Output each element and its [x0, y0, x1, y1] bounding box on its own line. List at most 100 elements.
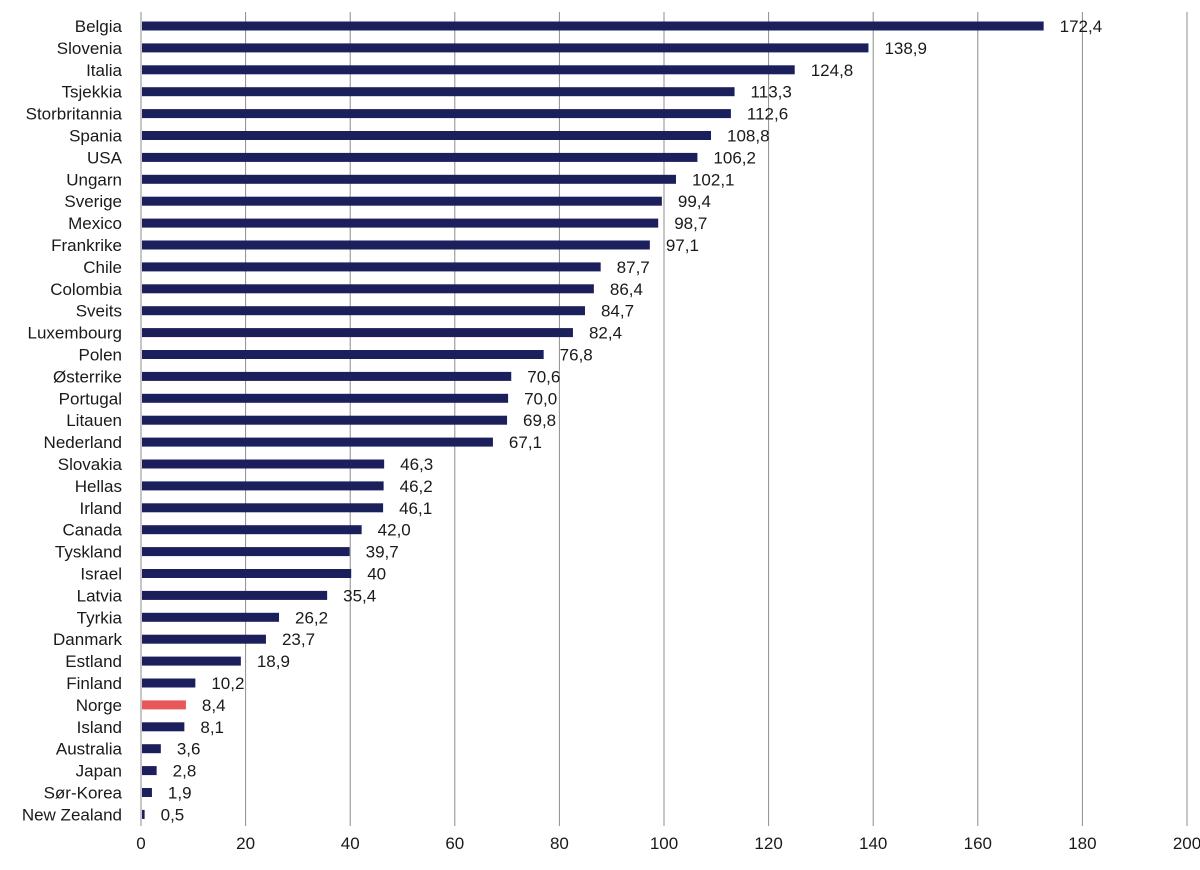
value-label: 82,4 — [589, 324, 622, 343]
value-label: 102,1 — [692, 170, 735, 189]
bar-usa — [142, 152, 698, 162]
bars — [142, 21, 1044, 819]
category-label: Island — [77, 718, 122, 737]
value-label: 1,9 — [168, 784, 192, 803]
category-label: Tsjekkia — [62, 83, 123, 102]
bar-island — [142, 722, 185, 732]
category-label: New Zealand — [22, 805, 122, 824]
category-label: USA — [87, 148, 123, 167]
bar-tyskland — [142, 547, 350, 557]
category-label: Litauen — [66, 411, 122, 430]
x-tick-label-160: 160 — [964, 834, 992, 853]
value-label: 108,8 — [727, 127, 770, 146]
bar-estland — [142, 656, 241, 666]
category-label: Australia — [56, 740, 123, 759]
value-label: 2,8 — [173, 762, 197, 781]
value-label: 42,0 — [378, 521, 411, 540]
value-label: 10,2 — [211, 674, 244, 693]
value-label: 35,4 — [343, 586, 376, 605]
bar-japan — [142, 766, 157, 776]
x-axis-ticks: 0 20 40 60 80 100 120 140 160 180 200 — [136, 834, 1200, 853]
value-label: 40 — [367, 565, 386, 584]
value-label: 0,5 — [161, 805, 185, 824]
category-label: Tyskland — [55, 543, 122, 562]
category-label: Tyrkia — [77, 608, 123, 627]
bar-polen — [142, 350, 544, 359]
bar-colombia — [142, 284, 594, 294]
bar-slovenia — [142, 43, 869, 53]
category-label: Norge — [76, 696, 122, 715]
bar-danmark — [142, 634, 266, 644]
value-label: 46,3 — [400, 455, 433, 474]
x-tick-label-40: 40 — [341, 834, 360, 853]
bar-chile — [142, 262, 601, 272]
bar-sør-korea — [142, 788, 152, 797]
value-label: 86,4 — [610, 280, 643, 299]
category-label: Sør-Korea — [44, 784, 123, 803]
x-tick-label-0: 0 — [136, 834, 145, 853]
value-label: 26,2 — [295, 608, 328, 627]
category-label: Belgia — [75, 17, 123, 36]
value-label: 112,6 — [747, 105, 788, 124]
value-label: 3,6 — [177, 740, 201, 759]
category-label: Slovakia — [58, 455, 123, 474]
value-label: 98,7 — [674, 214, 707, 233]
value-label: 138,9 — [884, 39, 927, 58]
category-label: Latvia — [77, 586, 123, 605]
x-tick-label-140: 140 — [859, 834, 887, 853]
value-label: 87,7 — [617, 258, 650, 277]
category-label: Israel — [80, 565, 122, 584]
bar-mexico — [142, 218, 659, 228]
bar-sverige — [142, 196, 662, 206]
value-label: 39,7 — [366, 543, 399, 562]
category-label: Nederland — [44, 433, 122, 452]
category-label: Estland — [65, 652, 122, 671]
category-label: Slovenia — [57, 39, 123, 58]
x-tick-label-80: 80 — [550, 834, 569, 853]
x-tick-label-180: 180 — [1068, 834, 1096, 853]
value-label: 113,3 — [751, 83, 792, 102]
bar-østerrike — [142, 371, 512, 381]
bar-tsjekkia — [142, 87, 735, 97]
value-label: 46,2 — [400, 477, 433, 496]
value-label: 99,4 — [678, 192, 711, 211]
value-label: 8,1 — [200, 718, 224, 737]
bar-irland — [142, 503, 384, 513]
category-label: Colombia — [50, 280, 122, 299]
bar-italia — [142, 65, 795, 75]
bar-spania — [142, 131, 712, 140]
bar-slovakia — [142, 459, 385, 469]
category-label: Luxembourg — [27, 324, 122, 343]
value-labels: 172,4 138,9 124,8 113,3 112,6 108,8 106,2 102,1… — [161, 17, 1103, 824]
value-label: 84,7 — [601, 302, 634, 321]
category-label: Canada — [62, 521, 122, 540]
bar-luxembourg — [142, 328, 573, 338]
value-label: 67,1 — [509, 433, 542, 452]
category-label: Sveits — [76, 302, 122, 321]
category-label: Storbritannia — [26, 105, 123, 124]
value-label: 76,8 — [560, 346, 593, 365]
gridlines — [140, 12, 1188, 826]
bar-israel — [142, 569, 352, 578]
category-label: Japan — [76, 762, 122, 781]
value-label: 8,4 — [202, 696, 226, 715]
category-label: Spania — [69, 127, 122, 146]
bar-australia — [142, 744, 161, 754]
bar-canada — [142, 525, 362, 535]
category-label: Italia — [86, 61, 122, 80]
value-label: 172,4 — [1060, 17, 1103, 36]
category-label: Mexico — [68, 214, 122, 233]
bar-new-zealand — [142, 809, 145, 819]
value-label: 18,9 — [257, 652, 290, 671]
bar-tyrkia — [142, 612, 280, 622]
value-label: 46,1 — [399, 499, 432, 518]
category-label: Finland — [66, 674, 122, 693]
category-label: Polen — [79, 346, 122, 365]
category-label: Chile — [83, 258, 122, 277]
bar-norge — [142, 700, 186, 710]
category-label: Sverige — [64, 192, 122, 211]
value-label: 69,8 — [523, 411, 556, 430]
category-label: Frankrike — [51, 236, 122, 255]
category-label: Irland — [79, 499, 122, 518]
